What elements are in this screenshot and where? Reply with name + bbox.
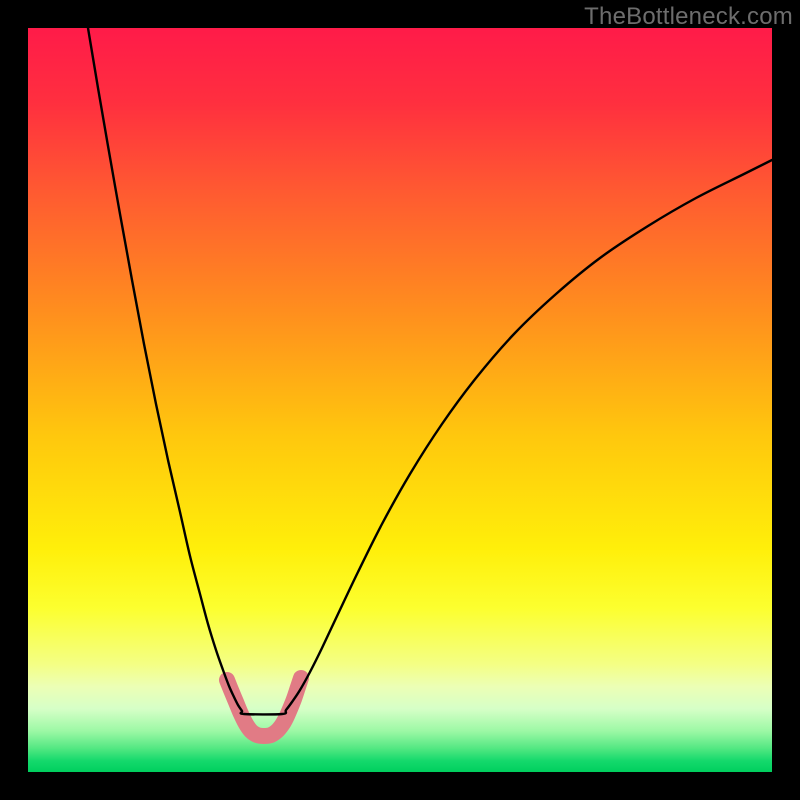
watermark-text: TheBottleneck.com — [584, 3, 793, 31]
chart-svg — [0, 0, 800, 800]
plot-area — [28, 28, 772, 772]
gradient-fill — [28, 28, 772, 772]
chart-frame: TheBottleneck.com — [0, 0, 800, 800]
